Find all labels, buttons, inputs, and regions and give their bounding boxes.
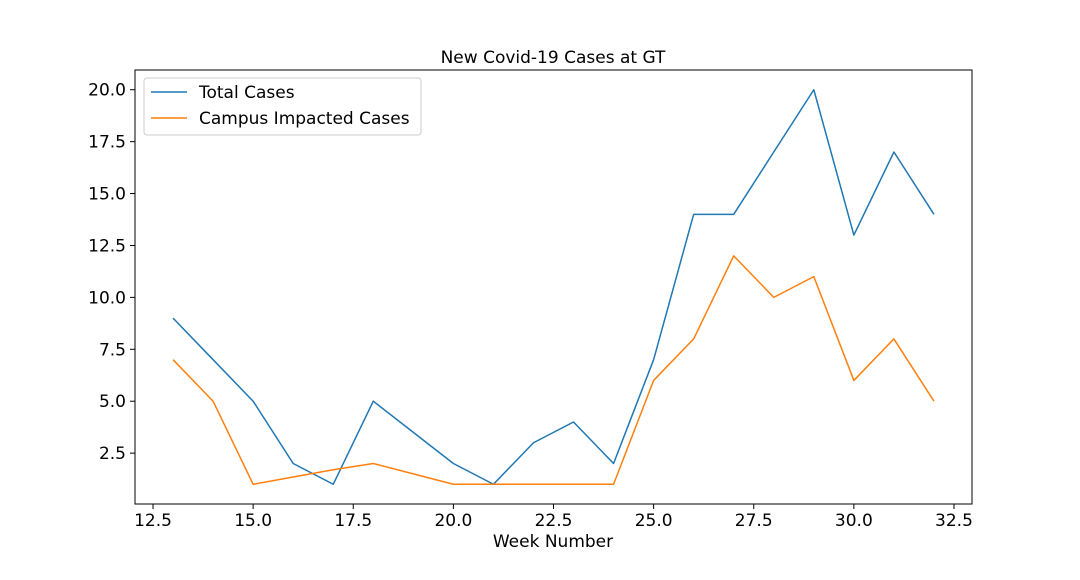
series-line-2 [173,256,934,484]
y-tick-label: 10.0 [88,288,126,308]
x-tick-label: 22.5 [535,511,573,531]
x-tick-label: 15.0 [234,511,272,531]
y-tick-label: 5.0 [99,392,126,412]
x-tick-label: 32.5 [935,511,973,531]
plot-lines [173,90,934,485]
y-tick-label: 2.5 [99,444,126,464]
x-axis-label: Week Number [493,532,613,552]
x-tick-label: 17.5 [334,511,372,531]
legend-label: Total Cases [198,83,295,103]
y-axis-ticks: 2.5 5.0 7.5 10.0 12.5 15.0 17.5 20.0 [88,81,135,464]
y-tick-label: 7.5 [99,340,126,360]
legend-label: Campus Impacted Cases [199,109,410,129]
y-tick-label: 20.0 [88,81,126,101]
series-line-1 [173,90,934,485]
legend: Total Cases Campus Impacted Cases [144,78,421,135]
x-tick-label: 27.5 [735,511,773,531]
y-tick-label: 15.0 [88,185,126,205]
y-tick-label: 12.5 [88,236,126,256]
y-tick-label: 17.5 [88,133,126,153]
x-axis-ticks: 12.5 15.0 17.5 20.0 22.5 25.0 27.5 30.0 32.5 [134,504,973,531]
x-tick-label: 12.5 [134,511,172,531]
x-tick-label: 30.0 [835,511,873,531]
chart-title: New Covid-19 Cases at GT [441,48,666,68]
x-tick-label: 20.0 [434,511,472,531]
x-tick-label: 25.0 [635,511,673,531]
